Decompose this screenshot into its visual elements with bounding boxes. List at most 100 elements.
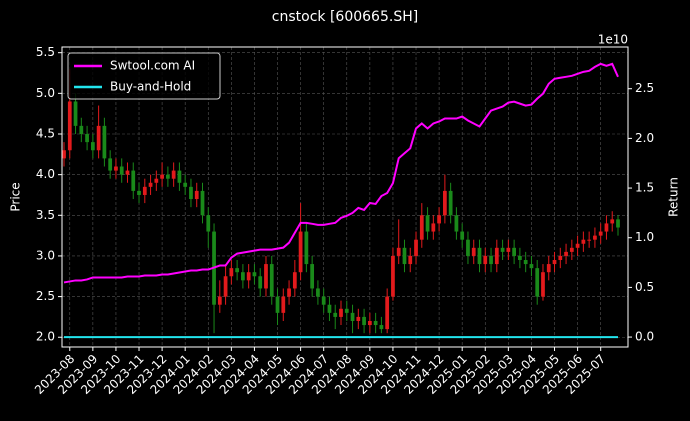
- candle-body: [437, 215, 441, 224]
- candle-body: [90, 142, 95, 151]
- candle-body: [321, 296, 326, 305]
- plot-frame: [61, 46, 629, 348]
- y2-tick-label: 0.0: [635, 330, 654, 344]
- chart-title: cnstock [600665.SH]: [272, 9, 418, 25]
- candle-body: [85, 133, 89, 143]
- candle-body: [258, 276, 263, 289]
- y-axis-label: Price: [9, 182, 23, 211]
- candle-body: [494, 247, 499, 265]
- candle-body: [264, 264, 268, 289]
- candle-body: [223, 276, 228, 297]
- y2-offset-label: 1e10: [598, 33, 628, 47]
- candle-body: [200, 190, 205, 216]
- candle-body: [108, 158, 113, 171]
- candle-body: [269, 264, 274, 297]
- candle-body: [552, 260, 557, 265]
- candle-body: [460, 231, 465, 240]
- candle-body: [431, 223, 436, 232]
- candle-body: [235, 268, 240, 273]
- candle-body: [402, 247, 407, 265]
- candle-body: [454, 215, 459, 232]
- candle-body: [148, 182, 153, 187]
- candle-body: [241, 272, 245, 281]
- candle-body: [252, 272, 257, 277]
- y-tick-label: 5.0: [36, 86, 55, 100]
- candle-body: [523, 260, 528, 265]
- candle-body: [194, 190, 199, 200]
- candle-body: [448, 190, 453, 216]
- candle-body: [610, 219, 615, 224]
- candle-body: [442, 190, 447, 216]
- candle-body: [350, 312, 355, 321]
- candle-body: [292, 272, 297, 289]
- legend-label: Buy-and-Hold: [110, 80, 191, 94]
- candle-body: [546, 264, 551, 273]
- candle-body: [339, 308, 343, 317]
- candle-body: [344, 308, 349, 313]
- candle-body: [419, 215, 424, 240]
- legend-box: [67, 52, 221, 100]
- candle-body: [385, 296, 390, 330]
- y2-tick-label: 1.0: [635, 230, 654, 244]
- y-tick-label: 2.0: [36, 330, 55, 344]
- candle-body: [471, 247, 476, 256]
- candle-body: [414, 239, 418, 256]
- candle-body: [79, 125, 84, 134]
- y-tick-label: 3.0: [36, 248, 55, 262]
- y2-tick-label: 2.5: [635, 81, 654, 95]
- return-line: [63, 62, 619, 284]
- candle-body: [506, 247, 511, 252]
- candle-body: [217, 296, 222, 305]
- candle-body: [183, 182, 188, 187]
- candle-body: [171, 170, 176, 179]
- candle-body: [125, 170, 130, 175]
- candle-body: [425, 215, 430, 232]
- y2-axis-label: Return: [667, 177, 681, 217]
- y-tick-label: 2.5: [36, 289, 55, 303]
- candle-body: [189, 186, 193, 200]
- candle-body: [500, 247, 505, 252]
- candle-body: [535, 268, 540, 297]
- candle-body: [73, 101, 78, 126]
- candle-body: [604, 223, 609, 232]
- y2-tick-label: 1.5: [635, 181, 654, 195]
- candle-body: [581, 239, 586, 244]
- candle-body: [379, 325, 384, 330]
- candle-body: [206, 215, 211, 232]
- candle-body: [137, 190, 141, 195]
- candle-body: [477, 247, 482, 265]
- candle-body: [177, 170, 182, 183]
- candle-body: [96, 125, 101, 151]
- candle-body: [154, 178, 159, 183]
- candle-body: [275, 296, 280, 313]
- candle-body: [564, 251, 568, 256]
- candle-body: [587, 239, 592, 241]
- candle-body: [489, 255, 493, 265]
- candle-body: [569, 247, 574, 252]
- candle-body: [518, 255, 522, 261]
- candle-body: [529, 264, 534, 269]
- candle-body: [67, 101, 72, 151]
- candle-body: [356, 316, 361, 321]
- candle-body: [160, 174, 164, 179]
- y-tick-label: 5.5: [36, 45, 55, 59]
- candle-body: [616, 219, 620, 228]
- candle-body: [367, 320, 372, 326]
- candle-body: [281, 296, 286, 313]
- y2-tick-label: 2.0: [635, 131, 654, 145]
- candle-body: [310, 264, 315, 289]
- candle-body: [541, 272, 545, 297]
- candle-body: [408, 255, 413, 265]
- candle-body: [304, 231, 309, 265]
- candle-body: [483, 255, 488, 265]
- candle-body: [165, 174, 170, 179]
- candle-body: [362, 316, 366, 326]
- y-tick-label: 4.0: [36, 167, 55, 181]
- y2-tick-label: 0.5: [635, 280, 654, 294]
- candle-body: [593, 235, 597, 240]
- candle-body: [327, 304, 332, 313]
- candle-body: [333, 312, 338, 317]
- candle-body: [575, 243, 580, 248]
